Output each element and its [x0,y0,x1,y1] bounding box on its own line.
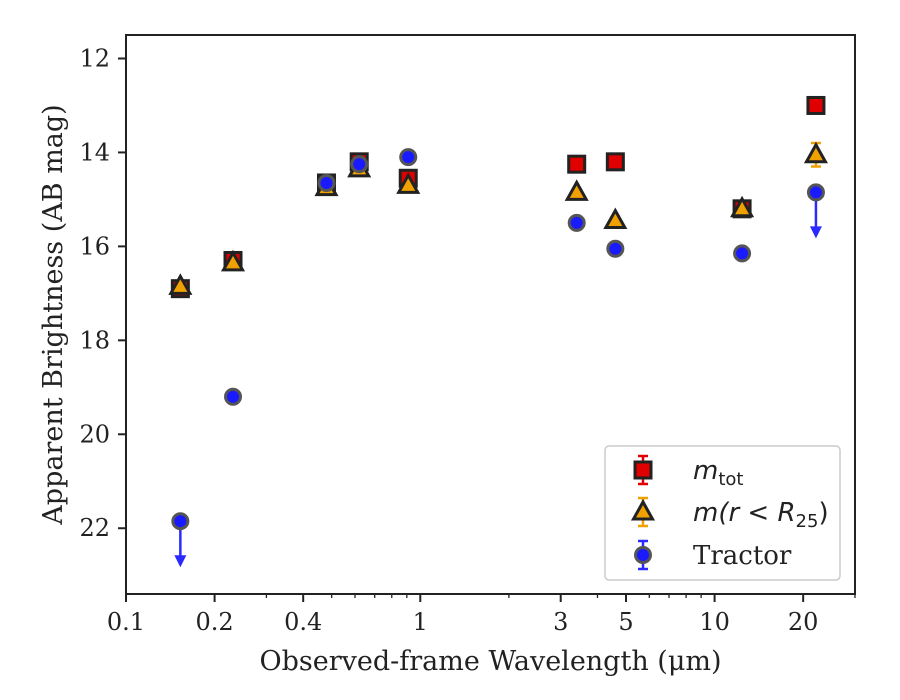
tractor-point [317,173,336,192]
tractor-point [224,387,243,406]
x-tick-label: 5 [618,608,633,636]
x-axis-title: Observed-frame Wavelength (μm) [259,646,721,677]
legend-marker [633,460,653,480]
x-tick-label: 0.4 [284,608,322,636]
legend-label: m(r < R25) [693,498,829,532]
y-tick-label: 18 [79,326,110,354]
data-marker-layer [168,95,828,568]
legend-box [604,445,841,581]
x-tick-label: 0.2 [196,608,234,636]
maperture-point [730,195,755,218]
mtot-point [567,154,587,174]
upper-limit-arrowhead [174,555,187,568]
upper-limit-arrowhead [809,226,822,239]
legend-marker [630,498,656,521]
tractor-point [806,183,825,202]
maperture-point [396,172,421,194]
y-axis-title: Apparent Brightness (AB mag) [38,104,69,525]
maperture-point [168,273,193,295]
plot-frame [125,34,856,595]
mtot-point [605,152,625,172]
maperture-point [564,179,589,201]
y-tick-label: 12 [79,44,110,72]
tractor-point [171,512,190,531]
tractor-point [606,239,625,258]
legend-marker [634,546,652,564]
x-tick-label: 0.1 [107,608,145,636]
x-tick-label: 20 [788,608,819,636]
legend-label: Tractor [693,541,792,571]
tractor-point [567,213,586,232]
y-tick-label: 16 [79,232,110,260]
tractor-point [399,148,418,167]
x-tick-label: 3 [553,608,568,636]
mtot-point [806,95,826,115]
legend-label: mtot [693,456,743,490]
maperture-point [603,207,628,230]
y-tick-label: 22 [79,514,110,542]
maperture-point [803,141,828,164]
tick-layer: 0.1 0.2 0.4 1 3 5 10 20 12 14 16 18 20 22 [79,44,856,636]
y-tick-label: 14 [79,138,110,166]
legend: mtot m(r < R25) Tractor [604,445,841,581]
x-tick-label: 10 [699,608,730,636]
tractor-point [350,155,369,174]
tractor-point [733,244,752,263]
x-tick-label: 1 [413,608,428,636]
maperture-point [220,249,246,272]
y-tick-label: 20 [79,420,110,448]
